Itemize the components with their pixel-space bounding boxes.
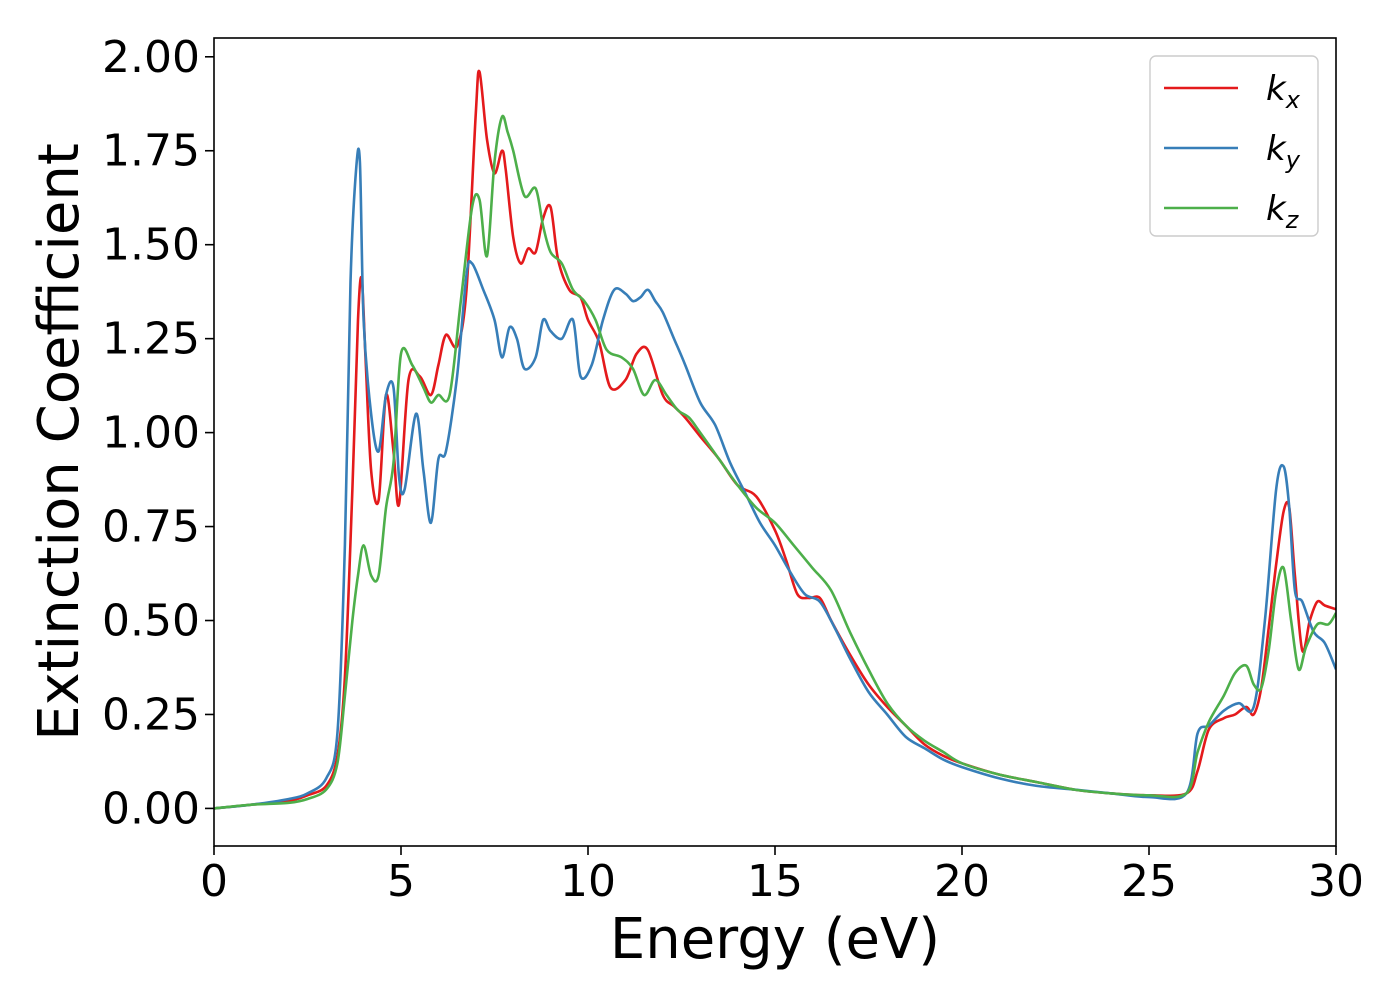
x-tick-label: 0 bbox=[200, 856, 228, 907]
x-tick-label: 20 bbox=[934, 856, 990, 907]
y-axis-ticks: 0.00 0.25 0.50 0.75 1.00 1.25 1.50 1.75 2.00 bbox=[102, 32, 214, 834]
x-tick-label: 5 bbox=[387, 856, 415, 907]
y-tick-label: 0.25 bbox=[102, 689, 200, 740]
x-axis-title: Energy (eV) bbox=[610, 907, 940, 972]
x-tick-label: 15 bbox=[747, 856, 803, 907]
legend-label-y: ky bbox=[1266, 129, 1301, 174]
y-axis-title: Extinction Coefficient bbox=[27, 143, 92, 741]
x-axis-ticks: 0 5 10 15 20 25 30 bbox=[200, 846, 1364, 907]
y-tick-label: 0.75 bbox=[102, 502, 200, 553]
x-tick-label: 30 bbox=[1308, 856, 1364, 907]
legend: kx ky kz bbox=[1149, 55, 1319, 237]
legend-label-x: kx bbox=[1266, 69, 1301, 114]
y-tick-label: 1.50 bbox=[102, 220, 200, 271]
series-layer bbox=[214, 69, 1336, 810]
y-tick-label: 2.00 bbox=[102, 32, 200, 83]
series-line-z bbox=[214, 114, 1336, 810]
y-tick-label: 0.50 bbox=[102, 596, 200, 647]
y-tick-label: 0.00 bbox=[102, 783, 200, 834]
legend-label-z: kz bbox=[1266, 189, 1300, 234]
y-tick-label: 1.00 bbox=[102, 408, 200, 459]
x-tick-label: 25 bbox=[1121, 856, 1177, 907]
y-tick-label: 1.25 bbox=[102, 314, 200, 365]
legend-box bbox=[1149, 55, 1319, 237]
y-tick-label: 1.75 bbox=[102, 126, 200, 177]
x-tick-label: 10 bbox=[560, 856, 616, 907]
